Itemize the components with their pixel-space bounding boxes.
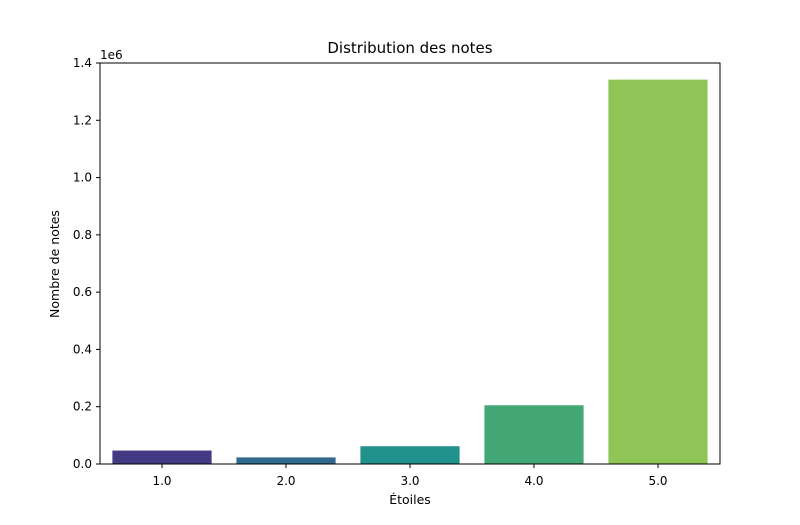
y-tick-label: 0.4	[73, 342, 92, 356]
x-axis-label: Étoiles	[389, 492, 431, 507]
y-tick-label: 0.8	[73, 228, 92, 242]
plot-frame	[99, 62, 721, 465]
bars-layer	[112, 79, 708, 465]
x-tick-label: 5.0	[648, 474, 667, 488]
bar-4.0	[484, 405, 584, 464]
bar-1.0	[112, 450, 212, 464]
y-tick-label: 1.0	[73, 171, 92, 185]
ticks-layer: 1.0 2.0 3.0 4.0 5.0 0.0 0.2 0.4 0.6 0.8 1.0 1.2 1.4	[73, 56, 668, 488]
y-tick-label: 1.4	[73, 56, 92, 70]
y-tick-label: 0.2	[73, 400, 92, 414]
y-tick-label: 0.0	[73, 457, 92, 471]
bar-5.0	[608, 79, 708, 465]
chart-title: Distribution des notes	[327, 39, 492, 57]
x-tick-label: 4.0	[524, 474, 543, 488]
x-tick-label: 3.0	[400, 474, 419, 488]
x-tick-label: 1.0	[152, 474, 171, 488]
bar-2.0	[236, 457, 336, 464]
y-axis-offset-text: 1e6	[100, 48, 123, 62]
y-axis-label: Nombre de notes	[47, 210, 62, 318]
bar-3.0	[360, 446, 460, 464]
x-tick-label: 2.0	[276, 474, 295, 488]
y-tick-label: 0.6	[73, 285, 92, 299]
y-tick-label: 1.2	[73, 113, 92, 127]
